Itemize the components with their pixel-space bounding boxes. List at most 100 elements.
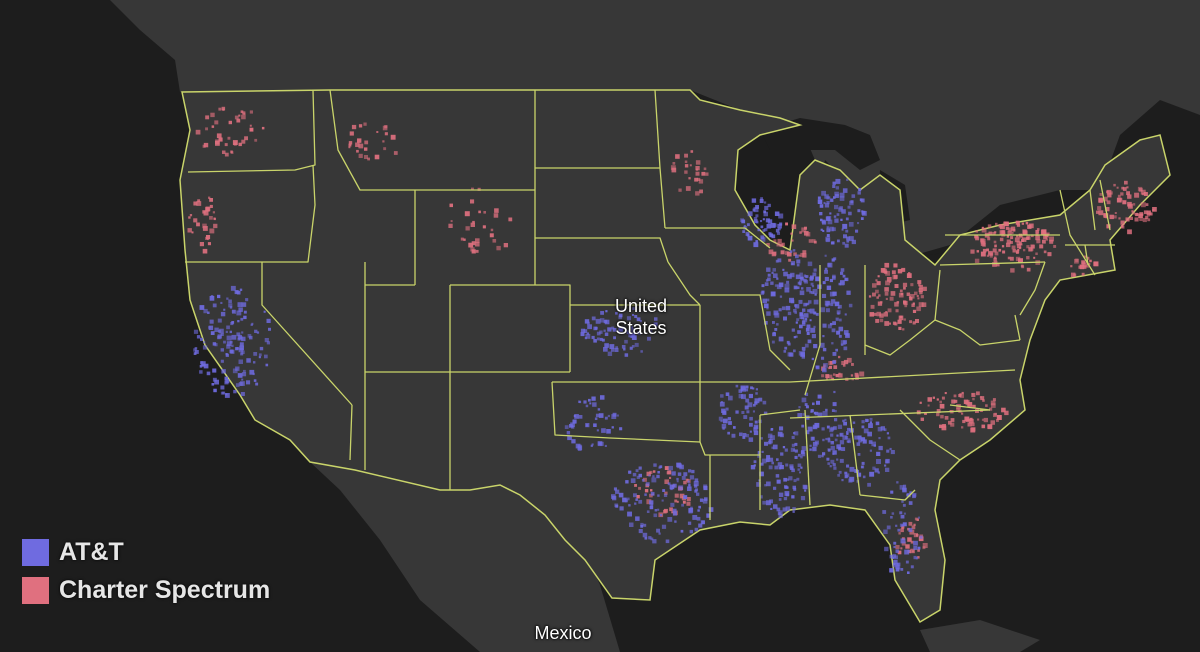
coverage-speckle xyxy=(902,487,907,492)
coverage-speckle xyxy=(766,307,769,310)
coverage-speckle xyxy=(664,479,669,484)
coverage-speckle xyxy=(683,495,688,500)
coverage-speckle xyxy=(229,330,232,334)
coverage-speckle xyxy=(624,339,628,344)
coverage-speckle xyxy=(244,136,248,141)
coverage-speckle xyxy=(830,433,834,437)
coverage-speckle xyxy=(194,347,198,350)
coverage-speckle xyxy=(900,568,904,571)
coverage-speckle xyxy=(586,332,589,335)
coverage-speckle xyxy=(903,286,906,290)
coverage-speckle xyxy=(972,397,975,401)
coverage-speckle xyxy=(828,365,832,369)
coverage-speckle xyxy=(808,300,812,304)
coverage-speckle xyxy=(822,452,826,456)
charter-spectrum-coverage xyxy=(187,106,1157,559)
coverage-speckle xyxy=(738,389,743,393)
coverage-speckle xyxy=(917,297,920,300)
coverage-speckle xyxy=(890,291,896,296)
coverage-speckle xyxy=(236,310,242,316)
coverage-speckle xyxy=(749,416,753,421)
coverage-speckle xyxy=(613,336,616,340)
coverage-speckle xyxy=(725,407,729,411)
coverage-speckle xyxy=(679,493,685,499)
coverage-speckle xyxy=(939,400,942,404)
coverage-speckle xyxy=(256,331,260,334)
coverage-speckle xyxy=(676,480,679,483)
coverage-speckle xyxy=(862,475,866,479)
coverage-speckle xyxy=(266,341,270,345)
coverage-speckle xyxy=(766,267,771,272)
coverage-speckle xyxy=(789,464,794,469)
coverage-speckle xyxy=(801,446,807,451)
coverage-speckle xyxy=(210,112,215,118)
coverage-speckle xyxy=(791,224,797,229)
coverage-speckle xyxy=(1005,226,1009,230)
coverage-speckle xyxy=(603,329,606,332)
coverage-speckle xyxy=(840,218,843,221)
coverage-speckle xyxy=(981,424,986,429)
coverage-speckle xyxy=(838,373,843,378)
coverage-speckle xyxy=(694,527,699,532)
coverage-speckle xyxy=(235,383,240,387)
coverage-speckle xyxy=(883,428,887,431)
coverage-speckle xyxy=(908,521,913,526)
coverage-speckle xyxy=(884,321,890,326)
coverage-speckle xyxy=(263,310,266,313)
coverage-speckle xyxy=(688,485,691,488)
coverage-speckle xyxy=(768,249,774,255)
coverage-speckle xyxy=(916,295,919,298)
coverage-speckle xyxy=(609,344,615,349)
coverage-speckle xyxy=(628,333,633,338)
coverage-speckle xyxy=(626,497,630,501)
coverage-speckle xyxy=(193,201,198,206)
coverage-speckle xyxy=(768,440,772,445)
coverage-speckle xyxy=(578,444,582,448)
coverage-speckle xyxy=(678,188,682,192)
coverage-speckle xyxy=(908,550,911,553)
coverage-speckle xyxy=(1127,229,1132,235)
coverage-speckle xyxy=(1097,206,1102,211)
coverage-speckle xyxy=(785,305,791,311)
coverage-speckle xyxy=(607,414,610,418)
coverage-speckle xyxy=(1022,229,1027,234)
coverage-speckle xyxy=(383,147,387,151)
coverage-speckle xyxy=(768,465,773,470)
coverage-speckle xyxy=(599,318,605,323)
coverage-speckle xyxy=(773,223,777,227)
coverage-speckle xyxy=(791,443,795,447)
coverage-speckle xyxy=(797,413,803,418)
coverage-speckle xyxy=(804,343,809,348)
coverage-speckle xyxy=(1006,242,1011,248)
coverage-speckle xyxy=(753,427,758,432)
coverage-speckle xyxy=(1035,230,1039,234)
coverage-speckle xyxy=(634,342,639,347)
coverage-speckle xyxy=(642,477,647,482)
coverage-speckle xyxy=(649,329,653,333)
coverage-speckle xyxy=(895,545,900,550)
coverage-speckle xyxy=(214,120,219,125)
coverage-speckle xyxy=(595,413,600,418)
coverage-speckle xyxy=(799,312,803,316)
coverage-speckle xyxy=(856,442,861,446)
coverage-speckle xyxy=(922,546,926,550)
coverage-speckle xyxy=(235,290,239,294)
coverage-speckle xyxy=(218,107,222,111)
coverage-speckle xyxy=(384,125,388,129)
legend-item-charter-spectrum[interactable]: Charter Spectrum xyxy=(22,576,270,605)
coverage-speckle xyxy=(614,347,619,352)
coverage-speckle xyxy=(861,437,866,442)
coverage-speckle xyxy=(772,332,776,337)
coverage-speckle xyxy=(965,418,970,422)
coverage-speckle xyxy=(622,497,627,503)
legend-item-att[interactable]: AT&T xyxy=(22,538,270,567)
coverage-speckle xyxy=(764,441,768,446)
coverage-speckle xyxy=(842,188,848,193)
coverage-speckle xyxy=(815,276,820,282)
coverage-speckle xyxy=(875,289,879,294)
coverage-speckle xyxy=(612,328,617,332)
coverage-speckle xyxy=(854,372,859,377)
coverage-speckle xyxy=(216,133,222,139)
coverage-speckle xyxy=(1106,189,1112,195)
